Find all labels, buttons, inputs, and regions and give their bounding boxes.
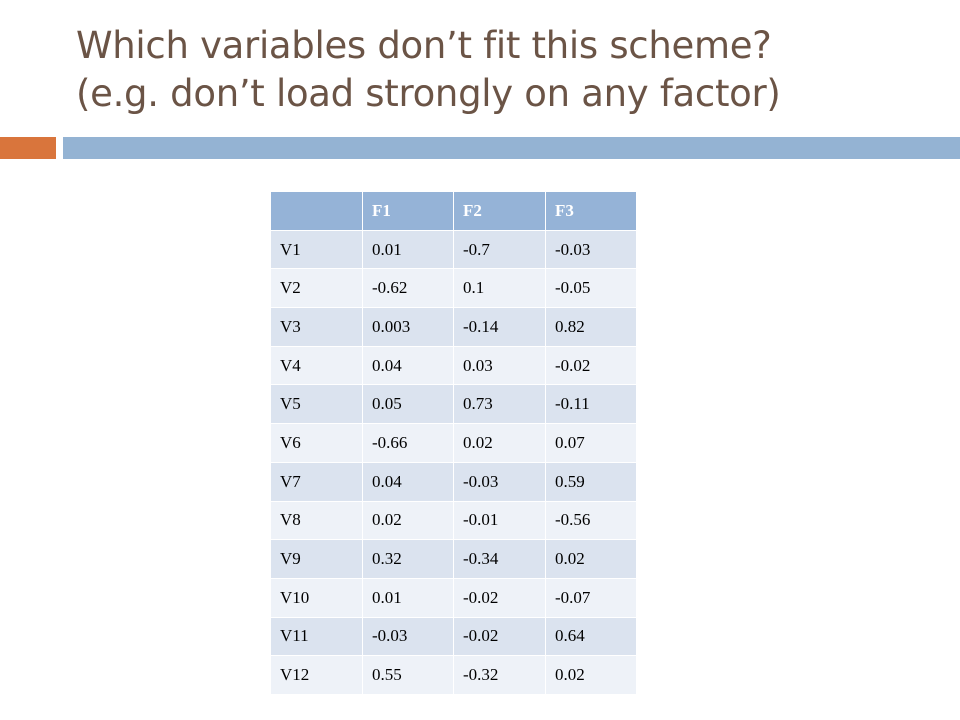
cell-f2: -0.02 [453, 577, 546, 618]
table-body: V1 0.01 -0.7 -0.03 V2 -0.62 0.1 -0.05 V3 0.003 -0.… [270, 229, 637, 695]
title-line-1: Which variables don’t fit this scheme? [76, 24, 772, 67]
cell-f1: 0.05 [362, 384, 454, 425]
table-row: V11 -0.03 -0.02 0.64 [270, 616, 637, 657]
cell-f2: -0.7 [453, 229, 546, 270]
accent-bar-orange [0, 137, 56, 159]
cell-f3: 0.82 [545, 307, 637, 347]
cell-variable: V2 [270, 268, 363, 309]
cell-variable: V1 [270, 229, 363, 270]
cell-f1: 0.01 [362, 577, 454, 618]
cell-f2: 0.02 [453, 423, 546, 463]
table-row: V1 0.01 -0.7 -0.03 [270, 229, 637, 270]
cell-f3: -0.11 [545, 384, 637, 425]
table-row: V10 0.01 -0.02 -0.07 [270, 577, 637, 618]
cell-variable: V11 [270, 616, 363, 657]
cell-variable: V7 [270, 461, 363, 502]
cell-variable: V12 [270, 655, 363, 695]
cell-f1: 0.04 [362, 345, 454, 386]
table-header: F1 F2 F3 [270, 191, 637, 231]
table-row: V5 0.05 0.73 -0.11 [270, 384, 637, 425]
cell-f1: -0.66 [362, 423, 454, 463]
cell-f2: -0.01 [453, 500, 546, 541]
table-row: V12 0.55 -0.32 0.02 [270, 655, 637, 695]
factor-loadings-table-container: F1 F2 F3 V1 0.01 -0.7 -0.03 V2 -0.62 0.1 -0.05 V… [270, 191, 637, 695]
title-line-2: (e.g. don’t load strongly on any factor) [76, 72, 781, 115]
table-row: V8 0.02 -0.01 -0.56 [270, 500, 637, 541]
cell-f2: -0.14 [453, 307, 546, 347]
cell-f2: 0.1 [453, 268, 546, 309]
cell-f1: -0.62 [362, 268, 454, 309]
header-cell-f3: F3 [545, 191, 637, 231]
table-row: V3 0.003 -0.14 0.82 [270, 307, 637, 347]
cell-f2: 0.73 [453, 384, 546, 425]
cell-f3: 0.07 [545, 423, 637, 463]
cell-f1: 0.32 [362, 539, 454, 579]
cell-f3: 0.02 [545, 539, 637, 579]
cell-f1: -0.03 [362, 616, 454, 657]
cell-variable: V6 [270, 423, 363, 463]
accent-bar-blue [63, 137, 960, 159]
cell-variable: V4 [270, 345, 363, 386]
cell-f1: 0.02 [362, 500, 454, 541]
cell-f2: -0.02 [453, 616, 546, 657]
header-cell-f2: F2 [453, 191, 546, 231]
header-cell-f1: F1 [362, 191, 454, 231]
cell-f3: -0.05 [545, 268, 637, 309]
table-row: V7 0.04 -0.03 0.59 [270, 461, 637, 502]
cell-f3: -0.03 [545, 229, 637, 270]
cell-f1: 0.04 [362, 461, 454, 502]
cell-f3: -0.56 [545, 500, 637, 541]
cell-variable: V9 [270, 539, 363, 579]
cell-f3: 0.02 [545, 655, 637, 695]
table-row: V6 -0.66 0.02 0.07 [270, 423, 637, 463]
header-cell-variable [270, 191, 363, 231]
cell-f3: 0.64 [545, 616, 637, 657]
cell-f2: 0.03 [453, 345, 546, 386]
table-row: V4 0.04 0.03 -0.02 [270, 345, 637, 386]
table-row: V9 0.32 -0.34 0.02 [270, 539, 637, 579]
cell-variable: V5 [270, 384, 363, 425]
cell-variable: V8 [270, 500, 363, 541]
factor-loadings-table: F1 F2 F3 V1 0.01 -0.7 -0.03 V2 -0.62 0.1 -0.05 V… [270, 191, 637, 695]
cell-f2: -0.32 [453, 655, 546, 695]
cell-f3: -0.02 [545, 345, 637, 386]
cell-f1: 0.01 [362, 229, 454, 270]
table-row: V2 -0.62 0.1 -0.05 [270, 268, 637, 309]
cell-f3: 0.59 [545, 461, 637, 502]
cell-f1: 0.55 [362, 655, 454, 695]
cell-f2: -0.34 [453, 539, 546, 579]
cell-f2: -0.03 [453, 461, 546, 502]
header-row: F1 F2 F3 [270, 191, 637, 231]
cell-f1: 0.003 [362, 307, 454, 347]
cell-variable: V3 [270, 307, 363, 347]
slide-title: Which variables don’t fit this scheme? (… [76, 22, 936, 118]
cell-f3: -0.07 [545, 577, 637, 618]
cell-variable: V10 [270, 577, 363, 618]
